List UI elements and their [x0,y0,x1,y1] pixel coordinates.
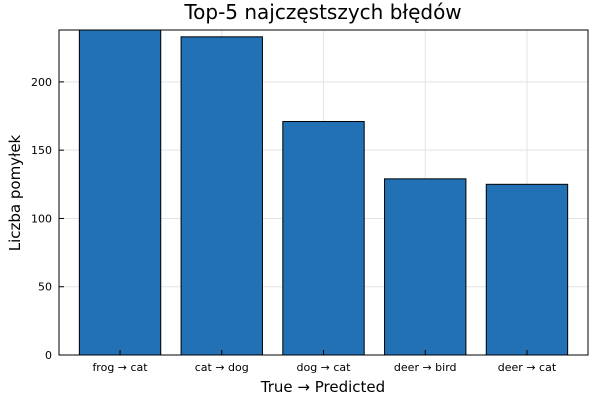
bar-2 [180,36,263,356]
x-axis-label: True → Predicted [260,378,385,396]
bar-5 [485,183,569,356]
y-axis-label: Liczba pomyłek [6,134,24,251]
bar-1 [78,29,162,356]
x-tick-label: deer → cat [498,361,557,374]
bar-4 [384,178,467,356]
bar-3 [282,120,365,356]
y-tick-label: 200 [31,76,52,89]
y-tick-label: 50 [38,281,52,294]
y-tick-label: 100 [31,212,52,225]
axis-ticks: 0 50 100 150 200 frog → cat cat → dog dog → cat… [31,76,557,374]
chart-title: Top-5 najczęstszych błędów [183,0,461,24]
x-tick-label: frog → cat [92,361,148,374]
y-tick-label: 150 [31,144,52,157]
y-tick-label: 0 [45,349,52,362]
x-tick-label: dog → cat [296,361,351,374]
x-tick-label: deer → bird [394,361,457,374]
x-tick-label: cat → dog [195,361,249,374]
